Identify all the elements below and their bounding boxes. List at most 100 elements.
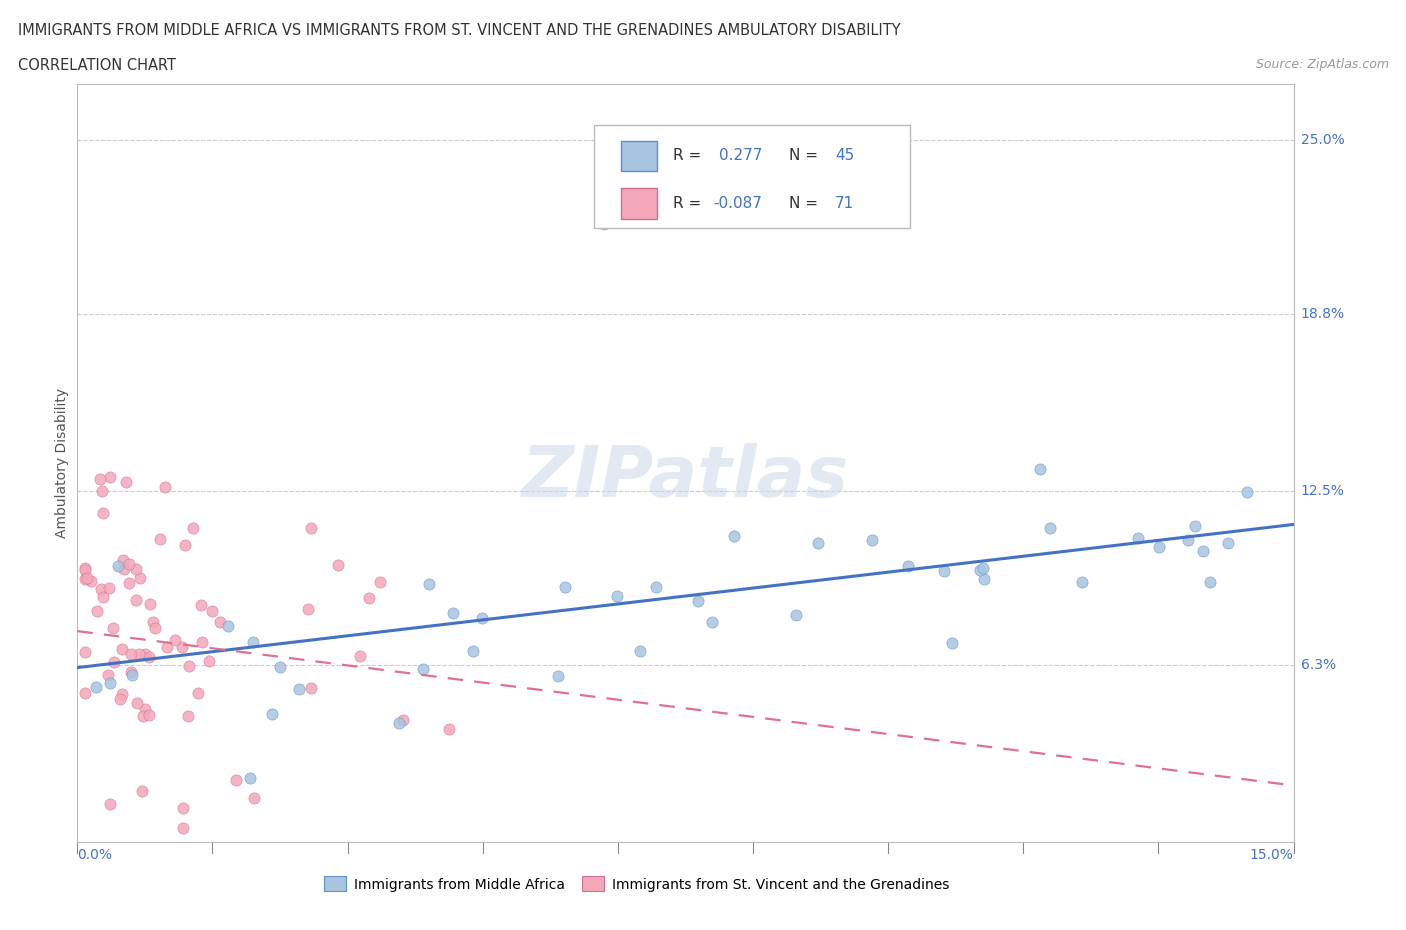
Point [170,639,193,654]
Text: IMMIGRANTS FROM MIDDLE AFRICA VS IMMIGRANTS FROM ST. VINCENT AND THE GRENADINES : IMMIGRANTS FROM MIDDLE AFRICA VS IMMIGRA… [18,23,901,38]
Point [75,686,97,701]
Point [100,676,122,691]
Point [288,682,311,697]
Point [143,620,166,635]
Point [239,771,262,786]
Point [969,562,991,577]
Point [111,642,134,657]
Point [225,773,247,788]
Point [1071,575,1094,590]
Point [134,702,156,717]
Point [90,581,112,596]
Text: R =: R = [673,196,706,211]
Text: 71: 71 [835,196,855,211]
Point [128,646,150,661]
Point [723,528,745,543]
Point [103,655,125,670]
Point [97,668,120,683]
Point [165,632,187,647]
Point [172,820,194,835]
Point [100,796,122,811]
Point [75,644,97,659]
Point [941,636,963,651]
Point [134,647,156,662]
Point [860,533,883,548]
Point [174,538,197,552]
Point [201,604,224,618]
Point [1184,518,1206,533]
Point [972,561,994,576]
Point [412,661,434,676]
Point [187,685,209,700]
Point [156,640,179,655]
Text: 6.3%: 6.3% [1301,658,1336,671]
Point [111,552,134,567]
Point [129,571,152,586]
Point [470,610,492,625]
Point [190,597,212,612]
Point [463,644,485,658]
Point [111,686,134,701]
Point [262,707,284,722]
Point [120,647,142,662]
Point [441,606,464,621]
Point [118,576,141,591]
Point [91,506,114,521]
Point [1216,536,1239,551]
Text: 15.0%: 15.0% [1250,848,1294,862]
Point [198,654,221,669]
Point [120,664,142,679]
Point [1029,461,1052,476]
Point [98,470,121,485]
Point [103,620,125,635]
FancyBboxPatch shape [595,126,911,228]
Point [108,691,131,706]
Point [138,596,160,611]
Point [243,790,266,805]
Point [357,590,380,604]
Point [326,558,349,573]
Point [138,650,160,665]
Point [138,708,160,723]
Point [217,618,239,633]
Point [1126,531,1149,546]
Point [807,536,830,551]
Point [127,696,149,711]
Point [645,579,668,594]
FancyBboxPatch shape [621,140,658,171]
Point [75,563,97,578]
Point [299,521,322,536]
Point [177,709,200,724]
Text: 0.0%: 0.0% [77,848,112,862]
Text: ZIPatlas: ZIPatlas [522,444,849,512]
Point [593,217,616,232]
Point [1198,575,1220,590]
Point [897,559,920,574]
Point [628,644,651,658]
Point [107,559,129,574]
FancyBboxPatch shape [621,188,658,219]
Point [1192,543,1215,558]
Point [932,564,955,578]
Point [125,592,148,607]
Point [785,608,807,623]
Text: N =: N = [789,148,823,163]
Point [118,556,141,571]
Point [181,521,204,536]
Point [437,722,460,737]
Text: 0.277: 0.277 [720,148,763,163]
Text: N =: N = [789,196,823,211]
Point [973,571,995,586]
Point [132,709,155,724]
Point [76,571,98,586]
Point [686,593,709,608]
Point [75,571,97,586]
Point [177,658,200,673]
Text: CORRELATION CHART: CORRELATION CHART [18,58,176,73]
Text: 25.0%: 25.0% [1301,133,1344,147]
Point [554,580,576,595]
Point [86,604,108,618]
Text: 18.8%: 18.8% [1301,307,1344,321]
Point [75,561,97,576]
Legend: Immigrants from Middle Africa, Immigrants from St. Vincent and the Grenadines: Immigrants from Middle Africa, Immigrant… [323,876,950,892]
